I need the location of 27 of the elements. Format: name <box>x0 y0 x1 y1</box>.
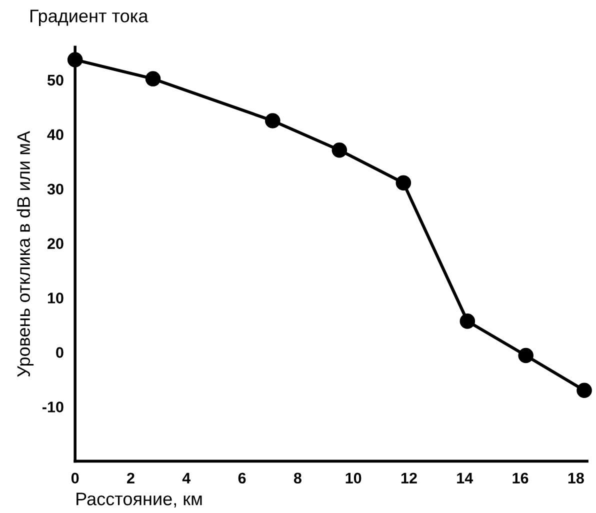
x-tick-label: 4 <box>182 472 191 484</box>
x-tick-label: 12 <box>401 472 417 484</box>
y-tick-label: 10 <box>48 292 64 304</box>
x-tick-label: 18 <box>568 472 584 484</box>
y-axis-title: Уровень отклика в dB или мА <box>16 131 34 377</box>
x-tick-label: 2 <box>127 472 134 484</box>
point <box>576 382 592 398</box>
y-tick-label: 40 <box>47 129 64 140</box>
x-tick-label: 16 <box>512 472 528 484</box>
chart-title: Градиент тока <box>30 10 148 26</box>
y-tick-label: 30 <box>47 184 64 195</box>
x-tick-label: 14 <box>457 472 474 484</box>
point <box>396 175 412 190</box>
y-tick-label: -10 <box>42 402 64 412</box>
y-tick-label: 20 <box>48 238 64 249</box>
point <box>460 314 476 329</box>
x-tick-label: 10 <box>346 472 362 484</box>
point <box>145 71 161 86</box>
point <box>518 348 534 364</box>
point <box>265 113 280 128</box>
x-tick-label: 6 <box>238 472 246 484</box>
y-tick-label: 0 <box>56 347 64 358</box>
point <box>332 142 348 158</box>
x-tick-label: 0 <box>71 472 79 484</box>
x-axis-title: Расстояние, км <box>76 492 202 508</box>
y-tick-label: 50 <box>47 74 64 86</box>
x-tick-label: 8 <box>294 472 302 484</box>
